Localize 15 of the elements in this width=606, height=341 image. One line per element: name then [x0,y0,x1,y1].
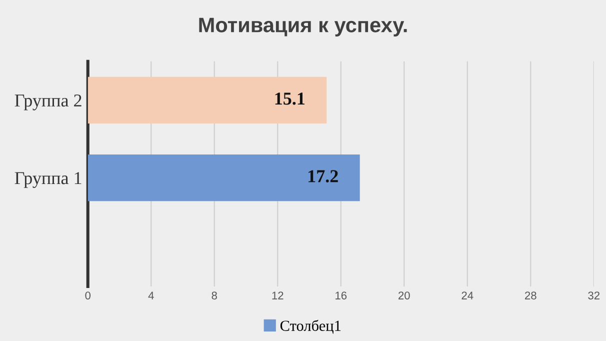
x-tick-label: 8 [212,292,217,300]
y-tick-label: Группа 1 [14,172,82,188]
x-tick-label: 12 [272,292,284,300]
x-tick-label: 32 [588,292,600,300]
x-tick-label: 0 [85,292,91,300]
legend-label: Столбец1 [280,320,341,334]
x-tick-label: 28 [525,292,536,300]
data-label: 15.1 [275,92,305,105]
y-tick-label: Группа 2 [14,94,82,110]
x-tick-label: 16 [336,292,347,300]
x-tick-label: 20 [398,292,410,300]
x-tick-label: 24 [462,292,474,300]
data-label: 17.2 [308,170,338,182]
x-tick-label: 4 [148,292,154,300]
chart-title: Мотивация к успеху. [199,18,407,36]
